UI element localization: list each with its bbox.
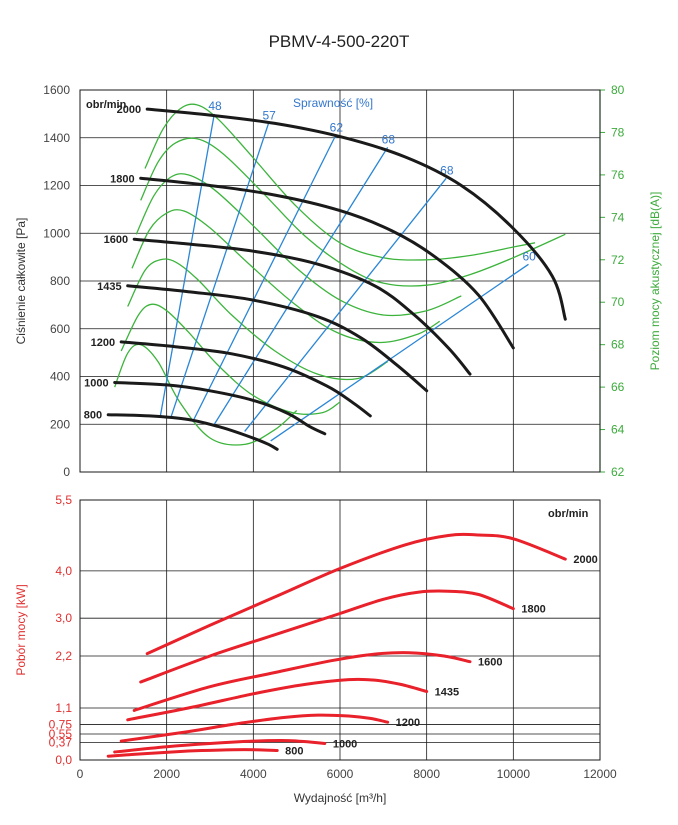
- efficiency-label: 68: [382, 132, 396, 146]
- power-y-tick-label: 4,0: [55, 564, 72, 578]
- power-curve-1600: [132, 651, 472, 712]
- power-curve-1000: [113, 739, 327, 754]
- y-tick-label: 200: [50, 417, 70, 431]
- y-tick-label: 400: [50, 370, 70, 384]
- x-tick-label: 4000: [240, 767, 267, 781]
- power-curve-1800: [139, 589, 515, 684]
- power-y-tick-label: 0,55: [49, 727, 73, 741]
- y2-tick-label: 72: [611, 253, 625, 267]
- power-speed-label: 2000: [573, 554, 597, 566]
- power-y-tick-label: 1,1: [55, 701, 72, 715]
- noise-curve-800: [114, 343, 298, 446]
- pressure-speed-label: 1000: [84, 377, 108, 389]
- power-y-tick-label: 0,0: [55, 753, 72, 767]
- power-speed-label: 1200: [396, 717, 420, 729]
- pressure-chart: 0 200 400 600 800 1000 1200 1400 1600 62 64 66 68 70 7…: [14, 83, 662, 479]
- power-speed-header: obr/min: [548, 508, 589, 520]
- pressure-speed-label: 1200: [91, 337, 115, 349]
- y2-tick-label: 78: [611, 125, 625, 139]
- efficiency-line-68: [244, 177, 447, 432]
- power-y-tick-label: 2,2: [55, 649, 72, 663]
- y-tick-label: 600: [50, 322, 70, 336]
- efficiency-label: 57: [263, 108, 277, 122]
- power-chart: 0 2000 4000 6000 8000 10000 12000 0,0 0,370,550,…: [14, 493, 617, 805]
- pressure-curve-1000: [113, 381, 327, 436]
- pressure-curve-1800: [139, 176, 515, 350]
- pressure-speed-label: 2000: [117, 104, 141, 116]
- noise-curve-1800: [140, 137, 566, 287]
- efficiency-header: Sprawność [%]: [293, 96, 373, 110]
- x-tick-label: 6000: [327, 767, 354, 781]
- power-curve-1435: [126, 677, 429, 722]
- x-axis-title: Wydajność [m³/h]: [294, 791, 387, 805]
- pressure-speed-label: 1600: [104, 234, 128, 246]
- power-y-tick-label: 5,5: [55, 493, 72, 507]
- x-tick-label: 12000: [583, 767, 617, 781]
- y2-axis-title: Poziom mocy akustycznej [dB(A)]: [648, 192, 662, 371]
- x-tick-label: 2000: [153, 767, 180, 781]
- speed-header: obr/min: [86, 99, 127, 111]
- noise-curve-1435: [131, 209, 441, 344]
- y-tick-label: 1600: [43, 83, 70, 97]
- y2-tick-label: 64: [611, 423, 625, 437]
- efficiency-line-48: [159, 113, 215, 418]
- power-speed-label: 1800: [521, 604, 545, 616]
- plot-frame: [79, 89, 601, 473]
- y2-tick-label: 68: [611, 338, 625, 352]
- x-tick-label: 0: [77, 767, 84, 781]
- efficiency-line-68: [213, 146, 389, 425]
- power-curve-800: [106, 748, 279, 758]
- y-tick-label: 1000: [43, 226, 70, 240]
- x-tick-label: 8000: [413, 767, 440, 781]
- power-y-tick-label: 3,0: [55, 611, 72, 625]
- chart-title: PBMV-4-500-220T: [269, 32, 410, 51]
- y-tick-label: 0: [63, 465, 70, 479]
- pressure-speed-label: 1800: [110, 173, 134, 185]
- pressure-curve-800: [106, 413, 279, 451]
- pressure-speed-label: 800: [84, 410, 102, 422]
- power-y-tick-label: 0,75: [49, 718, 73, 732]
- power-speed-label: 1000: [333, 738, 357, 750]
- power-curve-1200: [119, 713, 390, 743]
- efficiency-line-62: [192, 135, 337, 423]
- y-tick-label: 1400: [43, 131, 70, 145]
- power-y-axis-title: Pobór mocy [kW]: [14, 584, 28, 675]
- pressure-curve-1600: [132, 237, 472, 376]
- y2-tick-label: 70: [611, 295, 625, 309]
- power-plot-frame: [79, 499, 601, 761]
- pressure-speed-label: 1435: [97, 281, 121, 293]
- y2-tick-label: 76: [611, 168, 625, 182]
- power-speed-label: 800: [285, 746, 303, 758]
- x-tick-label: 10000: [497, 767, 531, 781]
- noise-curve-2000: [144, 103, 536, 261]
- efficiency-label: 60: [523, 249, 537, 263]
- pressure-curve-1200: [119, 340, 372, 418]
- efficiency-label: 48: [208, 99, 222, 113]
- power-speed-label: 1435: [435, 686, 459, 698]
- y2-tick-label: 74: [611, 210, 625, 224]
- y-tick-label: 1200: [43, 179, 70, 193]
- pressure-curve-2000: [145, 107, 567, 321]
- y2-tick-label: 80: [611, 83, 625, 97]
- y2-tick-label: 62: [611, 465, 625, 479]
- power-curve-2000: [145, 532, 567, 656]
- efficiency-line-57: [170, 123, 270, 418]
- pressure-curve-1435: [126, 284, 429, 393]
- power-y-tick-label: 0,37: [49, 736, 73, 750]
- power-speed-label: 1600: [478, 657, 502, 669]
- efficiency-label: 62: [330, 120, 344, 134]
- y-tick-label: 800: [50, 274, 70, 288]
- y2-tick-label: 66: [611, 380, 625, 394]
- y-axis-title: Ciśnienie całkowite [Pa]: [14, 218, 28, 345]
- efficiency-line-60: [270, 263, 529, 442]
